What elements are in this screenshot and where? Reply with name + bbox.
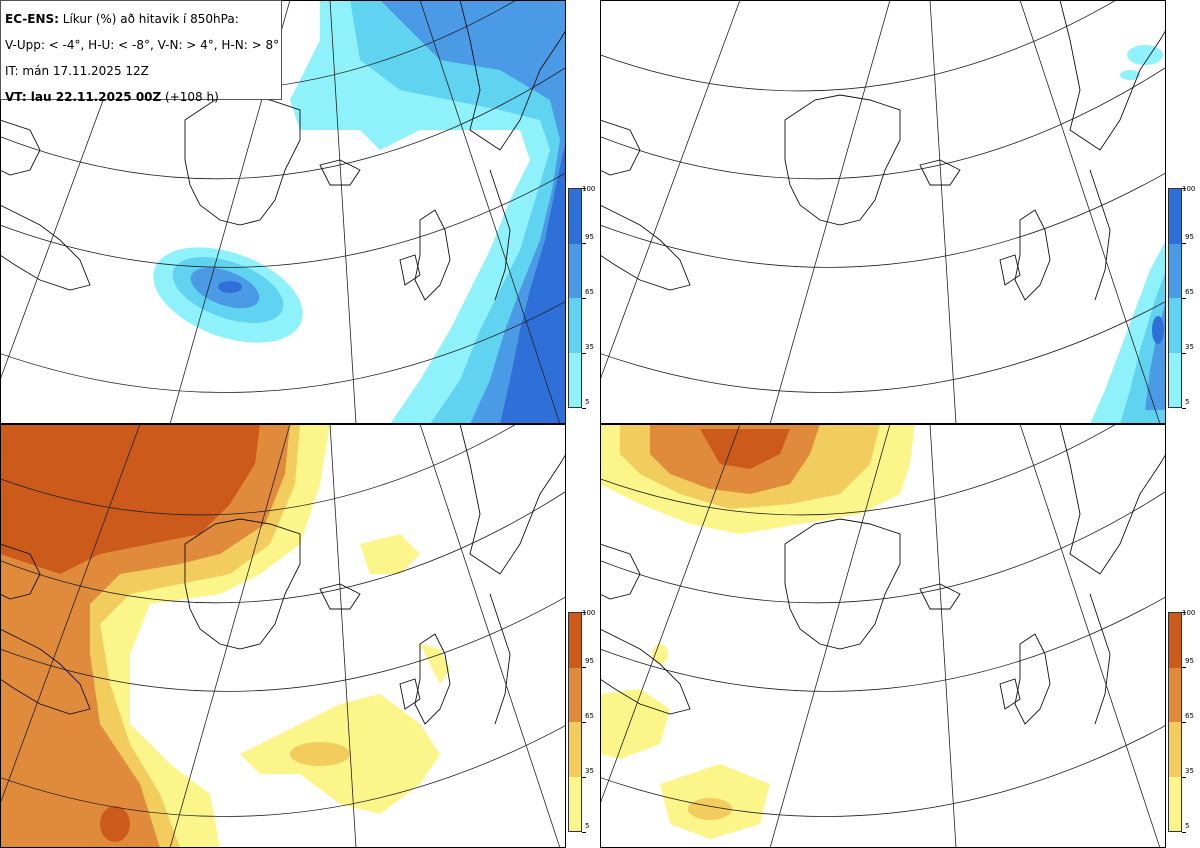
valid-time-line: VT: lau 22.11.2025 00Z (+108 h)	[5, 84, 277, 110]
colorbar-tick-label: 35	[585, 343, 594, 351]
colorbar-segment	[1169, 722, 1181, 777]
map-canvas-lower-right	[600, 424, 1166, 848]
colorbar-tickmark	[1182, 832, 1186, 833]
colorbar-tick-label: 95	[1185, 657, 1194, 665]
colorbar-lower-right	[1168, 612, 1182, 832]
colorbar-segment	[569, 722, 581, 777]
colorbar-tickmark	[582, 353, 586, 354]
probability-field-warm	[0, 424, 450, 848]
map-panel-upper-right	[600, 0, 1166, 424]
colorbar-tickmark	[582, 188, 586, 189]
colorbar-tick-label: 35	[585, 767, 594, 775]
colorbar-tick-label: 65	[1185, 712, 1194, 720]
colorbar-segment	[1169, 298, 1181, 353]
colorbar-segment	[1169, 189, 1181, 244]
graticule	[0, 424, 566, 848]
colorbar-tick-label: 35	[1185, 343, 1194, 351]
colorbar-tick-label: 95	[585, 657, 594, 665]
title-bold: EC-ENS:	[5, 12, 59, 26]
colorbar-tick-label: 95	[1185, 233, 1194, 241]
colorbar-tickmark	[582, 612, 586, 613]
colorbar-segment	[569, 776, 581, 831]
thresholds-line: V-Upp: < -4°, H-U: < -8°, V-N: > 4°, H-N…	[5, 38, 280, 52]
colorbar-tickmark	[1182, 722, 1186, 723]
colorbar-lower-left	[568, 612, 582, 832]
colorbar-tickmark	[582, 777, 586, 778]
colorbar-tick-label: 100	[582, 185, 596, 193]
colorbar-segment	[1169, 667, 1181, 722]
colorbar-tick-label: 5	[585, 398, 590, 406]
colorbar-tickmark	[1182, 612, 1186, 613]
colorbar-tickmark	[1182, 408, 1186, 409]
valid-time-bold: VT: lau 22.11.2025 00Z	[5, 90, 162, 104]
colorbar-tick-label: 65	[585, 712, 594, 720]
probability-field-cold	[1090, 45, 1166, 424]
map-canvas-upper-right	[600, 0, 1166, 424]
colorbar-upper-right	[1168, 188, 1182, 408]
title-line: EC-ENS: Líkur (%) að hitavik í 850hPa:	[5, 6, 277, 32]
colorbar-segment	[1169, 352, 1181, 407]
colorbar-tickmark	[582, 832, 586, 833]
colorbar-tick-label: 100	[582, 609, 596, 617]
colorbar-tickmark	[1182, 243, 1186, 244]
colorbar-tick-label: 5	[1185, 398, 1190, 406]
probability-field-warm	[600, 424, 915, 839]
graticule	[600, 424, 1166, 848]
map-panel-lower-right	[600, 424, 1166, 848]
map-canvas-lower-left	[0, 424, 566, 848]
graticule	[0, 0, 566, 424]
colorbar-segment	[569, 243, 581, 298]
colorbar-tickmark	[582, 243, 586, 244]
colorbar-segment	[1169, 243, 1181, 298]
colorbar-upper-left	[568, 188, 582, 408]
colorbar-segment	[569, 352, 581, 407]
colorbar-tickmark	[582, 667, 586, 668]
colorbar-tickmark	[1182, 777, 1186, 778]
colorbar-tickmark	[582, 298, 586, 299]
colorbar-tick-label: 65	[1185, 288, 1194, 296]
colorbar-tickmark	[1182, 188, 1186, 189]
colorbar-tickmark	[582, 722, 586, 723]
colorbar-segment	[569, 613, 581, 668]
colorbar-tick-label: 5	[585, 822, 590, 830]
valid-time-rest: (+108 h)	[161, 90, 219, 104]
map-panel-lower-left	[0, 424, 566, 848]
colorbar-segment	[1169, 776, 1181, 831]
colorbar-tick-label: 95	[585, 233, 594, 241]
map-panel-upper-left: EC-ENS: Líkur (%) að hitavik í 850hPa: V…	[0, 0, 566, 424]
colorbar-tick-label: 100	[1182, 185, 1196, 193]
colorbar-tickmark	[1182, 353, 1186, 354]
map-canvas-upper-left	[0, 0, 566, 424]
coastlines	[600, 0, 1166, 301]
header-legend: EC-ENS: Líkur (%) að hitavik í 850hPa: V…	[0, 0, 282, 104]
colorbar-tickmark	[582, 408, 586, 409]
colorbar-tick-label: 5	[1185, 822, 1190, 830]
title-rest: Líkur (%) að hitavik í 850hPa:	[58, 12, 239, 26]
colorbar-tick-label: 35	[1185, 767, 1194, 775]
probability-field-cold	[153, 0, 566, 424]
coastlines	[0, 424, 566, 725]
initial-time: IT: mán 17.11.2025 12Z	[5, 64, 149, 78]
graticule	[600, 0, 1166, 424]
colorbar-tickmark	[1182, 298, 1186, 299]
colorbar-segment	[569, 189, 581, 244]
coastlines	[600, 424, 1166, 725]
colorbar-tick-label: 100	[1182, 609, 1196, 617]
colorbar-tickmark	[1182, 667, 1186, 668]
colorbar-segment	[1169, 613, 1181, 668]
colorbar-segment	[569, 667, 581, 722]
colorbar-segment	[569, 298, 581, 353]
colorbar-tick-label: 65	[585, 288, 594, 296]
